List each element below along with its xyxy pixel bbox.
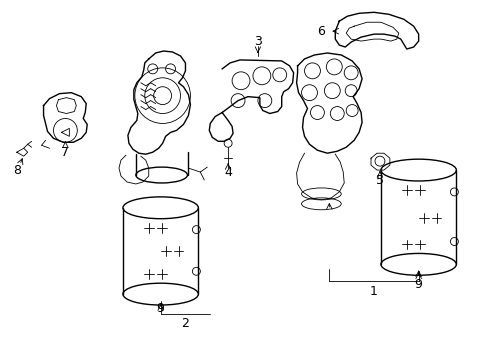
Text: 6: 6	[317, 24, 325, 38]
Text: 3: 3	[253, 35, 261, 48]
Text: 9: 9	[156, 302, 164, 315]
Text: 4: 4	[224, 166, 232, 179]
Text: 9: 9	[414, 278, 422, 291]
Text: 2: 2	[181, 318, 189, 330]
Text: 8: 8	[13, 163, 20, 176]
Text: 1: 1	[369, 285, 377, 298]
Text: 7: 7	[61, 146, 69, 159]
Text: 5: 5	[375, 174, 383, 186]
